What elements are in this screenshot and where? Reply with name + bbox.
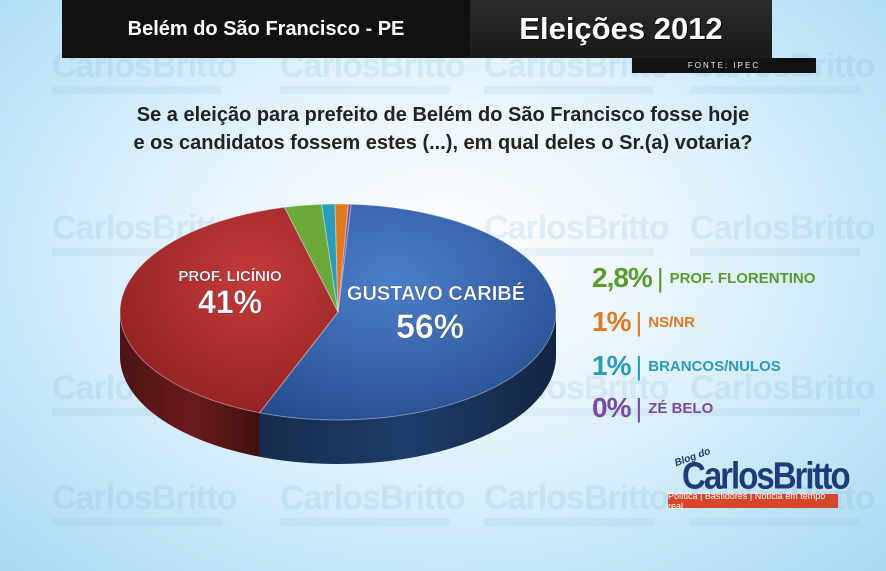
legend-item: 1% | BRANCOS/NULOS <box>592 350 781 382</box>
logo-name-text: CarlosBritto <box>682 454 851 497</box>
legend-label: BRANCOS/NULOS <box>648 357 781 375</box>
legend-value: 1% <box>592 306 631 337</box>
slice-value-gustavo-caribe: 56% <box>396 308 464 346</box>
legend-label: PROF. FLORENTINO <box>669 269 816 287</box>
legend-separator: | <box>635 392 643 423</box>
legend-item: 1% | NS/NR <box>592 306 695 338</box>
header-title: Eleições 2012 <box>470 0 772 58</box>
slice-value-prof-licinio: 41% <box>198 284 262 320</box>
legend-separator: | <box>635 350 643 381</box>
legend-label: NS/NR <box>648 313 695 331</box>
question-line-2: e os candidatos fossem estes (...), em q… <box>133 132 753 154</box>
slice-label-gustavo-caribe: GUSTAVO CARIBÉ <box>347 282 525 305</box>
pie-slice-prof-florentino <box>283 203 339 313</box>
slice-label-prof-licinio: PROF. LICÍNIO <box>178 268 282 285</box>
pie-slice-brancos-nulos <box>321 203 339 313</box>
legend-separator: | <box>656 262 664 293</box>
pie-slice-gustavo-carib- <box>258 203 557 421</box>
survey-question: Se a eleição para prefeito de Belém do S… <box>20 101 866 157</box>
legend-value: 1% <box>592 350 631 381</box>
pie-slice-z-belo <box>337 203 352 313</box>
pie-slice-prof-lic-nio <box>119 206 339 414</box>
legend-item: 2,8% | PROF. FLORENTINO <box>592 262 815 294</box>
header-location: Belém do São Francisco - PE <box>62 0 470 58</box>
legend-label: ZÉ BELO <box>648 399 714 417</box>
logo-tagline: Política | Bastidores | Notícia em tempo… <box>668 491 838 511</box>
question-line-1: Se a eleição para prefeito de Belém do S… <box>136 104 750 126</box>
pie-side-shade <box>259 312 556 464</box>
pie-slice-ns-nr <box>334 203 350 313</box>
legend-value: 0% <box>592 392 631 423</box>
source-note: FONTE: IPEC <box>632 58 816 73</box>
legend-item: 0% | ZÉ BELO <box>592 392 713 424</box>
legend-value: 2,8% <box>592 262 653 293</box>
pie-side-shade <box>120 312 260 457</box>
legend-separator: | <box>635 306 643 337</box>
